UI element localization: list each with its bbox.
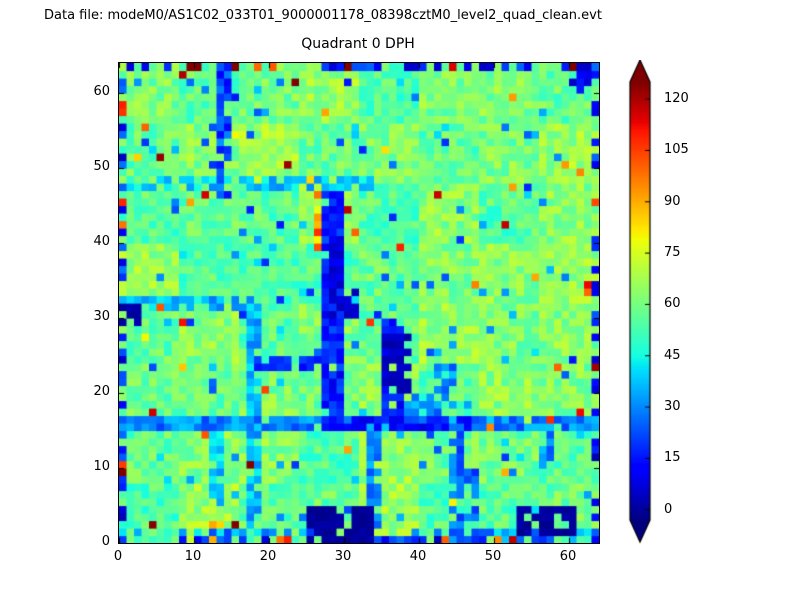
y-axis-tick-label: 30	[93, 309, 110, 324]
x-axis-tick-label: 10	[184, 549, 202, 564]
colorbar-tick-label: 30	[664, 399, 681, 415]
colorbar-tick-label: 120	[664, 91, 689, 107]
colorbar-tick-label: 75	[664, 245, 681, 261]
y-axis-tick-label: 10	[93, 459, 110, 474]
x-axis-tick-label: 60	[559, 549, 577, 564]
x-axis-tick-label: 40	[409, 549, 427, 564]
colorbar-canvas	[628, 60, 658, 544]
colorbar-tick-label: 105	[664, 142, 689, 158]
colorbar-tick-label: 0	[664, 501, 673, 517]
y-axis-tick-label: 60	[93, 84, 110, 99]
plot-title: Quadrant 0 DPH	[301, 36, 415, 52]
y-axis-tick-label: 50	[93, 159, 110, 174]
x-axis-tick-label: 30	[334, 549, 352, 564]
colorbar-tick-label: 15	[664, 450, 681, 466]
colorbar-tick-label: 45	[664, 347, 681, 363]
y-axis-tick-label: 20	[93, 384, 110, 399]
x-axis-tick-label: 20	[259, 549, 277, 564]
heatmap-canvas	[119, 63, 599, 543]
x-axis-tick-label: 0	[113, 549, 123, 564]
plot-area	[118, 62, 600, 544]
y-axis-tick-label: 40	[93, 234, 110, 249]
x-axis-tick-label: 50	[484, 549, 502, 564]
y-axis-tick-label: 0	[101, 534, 110, 549]
data-file-label: Data file: modeM0/AS1C02_033T01_90000011…	[44, 8, 602, 23]
colorbar-tick-label: 90	[664, 193, 681, 209]
colorbar	[628, 60, 658, 544]
colorbar-tick-label: 60	[664, 296, 681, 312]
